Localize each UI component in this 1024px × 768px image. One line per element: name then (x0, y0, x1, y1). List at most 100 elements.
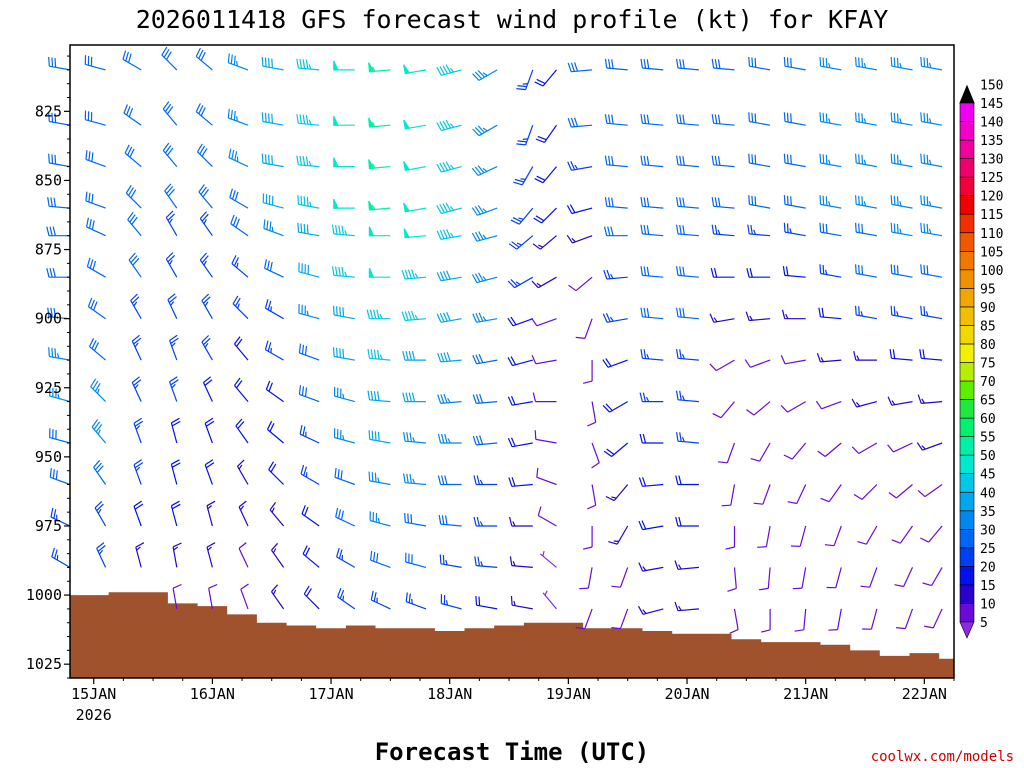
wind-barb (605, 484, 629, 502)
wind-barb (819, 112, 842, 126)
wind-barb (401, 310, 427, 322)
wind-barb (676, 266, 699, 278)
wind-barb (676, 390, 699, 403)
wind-barb (516, 69, 534, 91)
wind-barb (298, 262, 320, 278)
wind-barb (567, 62, 593, 73)
wind-barb (162, 142, 178, 167)
wind-barb (84, 55, 106, 71)
wind-barb (266, 420, 284, 444)
wind-barb (124, 144, 142, 168)
colorbar-swatch (959, 454, 975, 475)
wind-barb (296, 155, 320, 168)
wind-barb (404, 513, 427, 527)
wind-barb (170, 500, 181, 527)
wind-barb (640, 307, 664, 320)
wind-barb (85, 191, 106, 209)
wind-barb (890, 195, 913, 209)
wind-barb (436, 270, 462, 282)
wind-barb (780, 401, 806, 413)
wind-barb (336, 547, 356, 568)
wind-barb (602, 358, 628, 368)
wind-barb (84, 110, 106, 126)
wind-barb (261, 112, 284, 126)
wind-barb (507, 276, 534, 289)
wind-barb (130, 293, 142, 319)
wind-barb (676, 155, 699, 168)
wind-barb (533, 207, 557, 224)
wind-barb (368, 267, 391, 278)
wind-barb (86, 217, 106, 237)
wind-barb (818, 307, 842, 320)
colorbar-swatch (959, 269, 975, 289)
colorbar-label: 55 (980, 431, 996, 446)
wind-barb (824, 525, 842, 547)
wind-barb (333, 428, 355, 444)
x-tick-label: 19JAN (546, 685, 591, 703)
wind-barb (922, 567, 943, 587)
wind-barb (507, 316, 534, 327)
wind-barb (195, 103, 213, 126)
x-tick-label: 16JAN (190, 685, 235, 703)
wind-barb (916, 442, 943, 451)
wind-barb (335, 507, 356, 527)
wind-barb (403, 228, 427, 239)
wind-barb (855, 305, 878, 320)
wind-barb (261, 153, 284, 168)
wind-barb (509, 556, 533, 568)
wind-barb (49, 386, 71, 403)
wind-barb (676, 58, 699, 71)
wind-barb (367, 349, 391, 361)
wind-barb (208, 583, 218, 610)
wind-barb (890, 153, 913, 168)
wind-barb (333, 60, 355, 71)
colorbar-swatch (959, 417, 975, 437)
wind-barb (675, 516, 699, 527)
wind-barb (509, 516, 533, 527)
wind-barb (368, 117, 391, 128)
wind-barb (167, 293, 178, 319)
wind-barb (436, 311, 462, 323)
wind-barb (862, 608, 878, 630)
wind-barb (603, 226, 628, 237)
wind-barb (531, 355, 557, 365)
wind-barb (535, 124, 557, 143)
wind-barb (747, 224, 771, 237)
colorbar-swatch (959, 176, 975, 196)
colorbar-label: 150 (980, 79, 1003, 94)
wind-barb (296, 58, 320, 71)
colorbar-label: 145 (980, 97, 1003, 112)
wind-barb (236, 459, 249, 485)
wind-barb (271, 542, 285, 568)
colorbar-label: 75 (980, 357, 996, 372)
wind-barb (748, 195, 771, 209)
wind-barb (750, 442, 771, 462)
wind-barb (127, 211, 142, 237)
wind-barb (537, 506, 557, 527)
wind-barb (920, 264, 943, 278)
x-year-label: 2026 (76, 706, 112, 724)
wind-barb (368, 159, 391, 170)
colorbar-label: 70 (980, 375, 996, 390)
colorbar-swatch (959, 343, 975, 363)
wind-barb (890, 56, 913, 71)
wind-barb (333, 157, 355, 168)
wind-barb (604, 197, 628, 209)
wind-barb (890, 305, 913, 320)
wind-barb (711, 224, 735, 237)
wind-barb (753, 484, 771, 505)
wind-barb (792, 567, 807, 590)
wind-barb (920, 195, 943, 209)
wind-barb (567, 117, 593, 128)
colorbar-label: 10 (980, 598, 996, 613)
wind-barb (566, 234, 593, 244)
wind-barb (534, 166, 557, 184)
wind-barb (566, 204, 593, 215)
wind-barb (887, 396, 913, 406)
wind-barb (264, 340, 284, 361)
wind-barb (513, 166, 534, 186)
x-axis-title: Forecast Time (UTC) (375, 738, 650, 766)
wind-barb (439, 554, 462, 568)
wind-barb (204, 459, 215, 485)
wind-barb (727, 567, 737, 592)
